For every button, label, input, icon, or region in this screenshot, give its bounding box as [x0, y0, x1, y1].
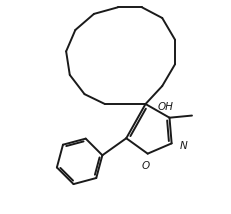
Text: OH: OH	[157, 102, 173, 112]
Text: O: O	[141, 161, 149, 171]
Text: N: N	[179, 141, 187, 151]
